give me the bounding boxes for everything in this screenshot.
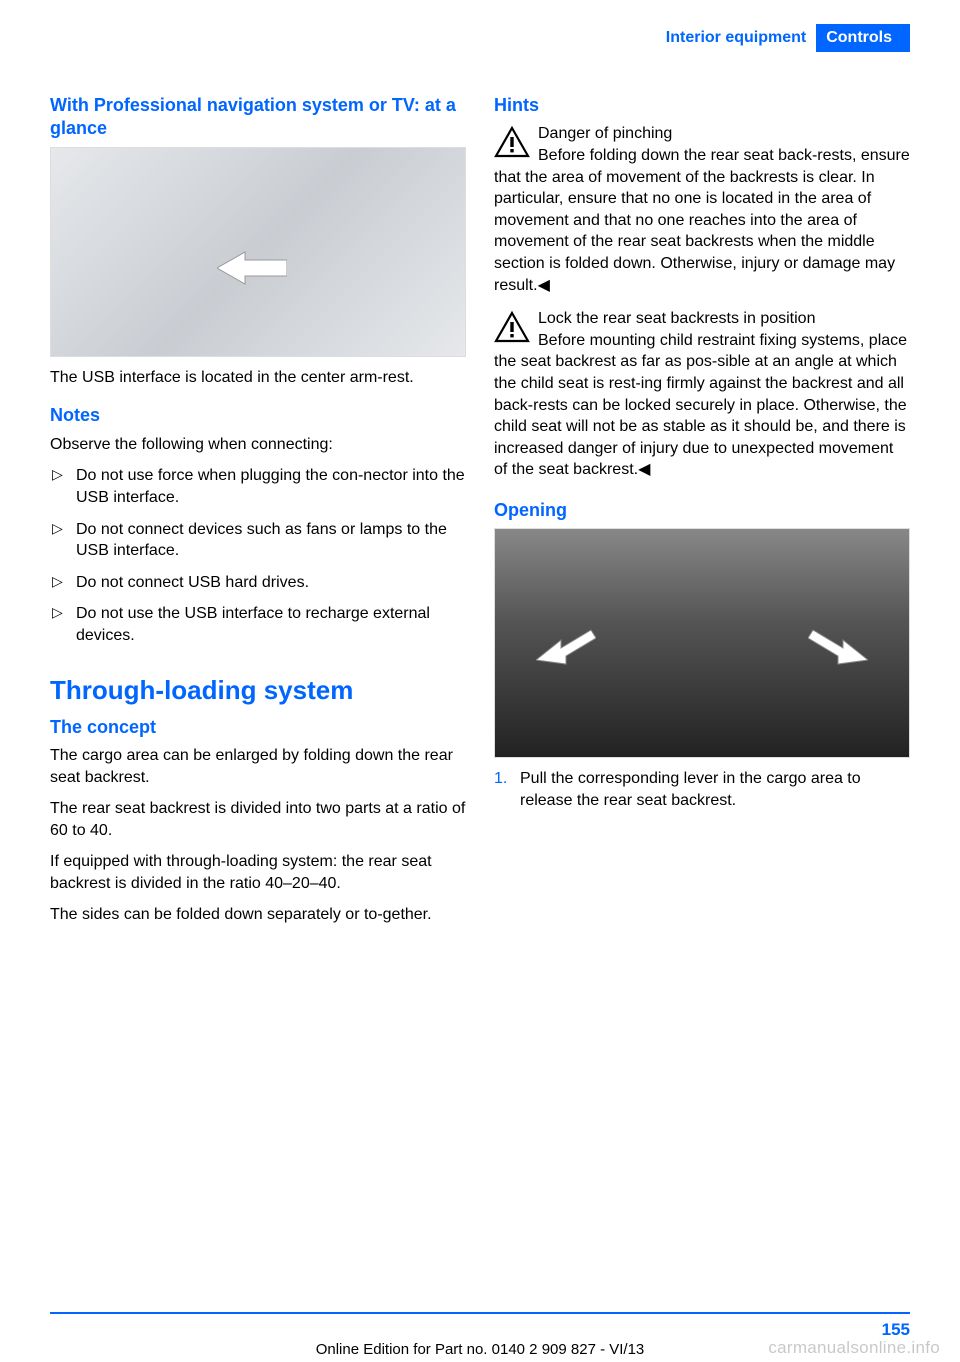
warn2-body: Before mounting child restraint fixing s… [494, 332, 907, 479]
warning-pinching: Danger of pinching Before folding down t… [494, 123, 910, 296]
header-category-label: Controls [816, 24, 910, 52]
arrow-icon [217, 248, 287, 288]
warn2-title: Lock the rear seat backrests in position [538, 310, 815, 327]
concept-p4: The sides can be folded down separately … [50, 904, 466, 926]
header-bar: Interior equipment Controls [666, 24, 910, 52]
warning-text: Lock the rear seat backrests in position… [494, 308, 910, 481]
concept-p3: If equipped with through-loading system:… [50, 851, 466, 894]
arrow-icon [808, 620, 868, 670]
notes-intro: Observe the following when connecting: [50, 434, 466, 456]
step-text: Pull the corresponding lever in the carg… [520, 770, 861, 809]
heading-notes: Notes [50, 404, 466, 427]
warning-text: Danger of pinching Before folding down t… [494, 123, 910, 296]
warning-icon [494, 310, 530, 346]
usb-interface-image [50, 147, 466, 357]
step-number: 1. [494, 768, 507, 790]
notes-list: Do not use force when plugging the con‐n… [50, 465, 466, 646]
concept-p1: The cargo area can be enlarged by foldin… [50, 745, 466, 788]
heading-through-loading: Through-loading system [50, 675, 466, 706]
usb-caption: The USB interface is located in the cent… [50, 367, 466, 389]
left-column: With Professional navigation system or T… [50, 94, 466, 936]
concept-p2: The rear seat backrest is divided into t… [50, 798, 466, 841]
right-column: Hints Danger of pinching Before folding … [494, 94, 910, 936]
warn1-body: Before folding down the rear seat back‐r… [494, 147, 910, 294]
note-item: Do not use force when plugging the con‐n… [50, 465, 466, 508]
opening-step-1: 1. Pull the corresponding lever in the ca… [494, 768, 910, 811]
heading-opening: Opening [494, 499, 910, 522]
trunk-image [494, 528, 910, 758]
footer-divider [50, 1312, 910, 1314]
heading-concept: The concept [50, 716, 466, 739]
note-item: Do not use the USB interface to recharge… [50, 603, 466, 646]
note-item: Do not connect devices such as fans or l… [50, 519, 466, 562]
page-container: Interior equipment Controls With Profess… [0, 0, 960, 1362]
arrow-icon [536, 620, 596, 670]
warning-lock-backrest: Lock the rear seat backrests in position… [494, 308, 910, 481]
heading-nav-glance: With Professional navigation system or T… [50, 94, 466, 141]
warning-icon [494, 125, 530, 161]
page-number: 155 [882, 1320, 910, 1340]
opening-steps: 1. Pull the corresponding lever in the ca… [494, 768, 910, 811]
heading-hints: Hints [494, 94, 910, 117]
header-section-label: Interior equipment [666, 24, 816, 52]
note-item: Do not connect USB hard drives. [50, 572, 466, 594]
two-column-layout: With Professional navigation system or T… [50, 94, 910, 936]
watermark-text: carmanualsonline.info [768, 1338, 940, 1358]
warn1-title: Danger of pinching [538, 125, 672, 142]
